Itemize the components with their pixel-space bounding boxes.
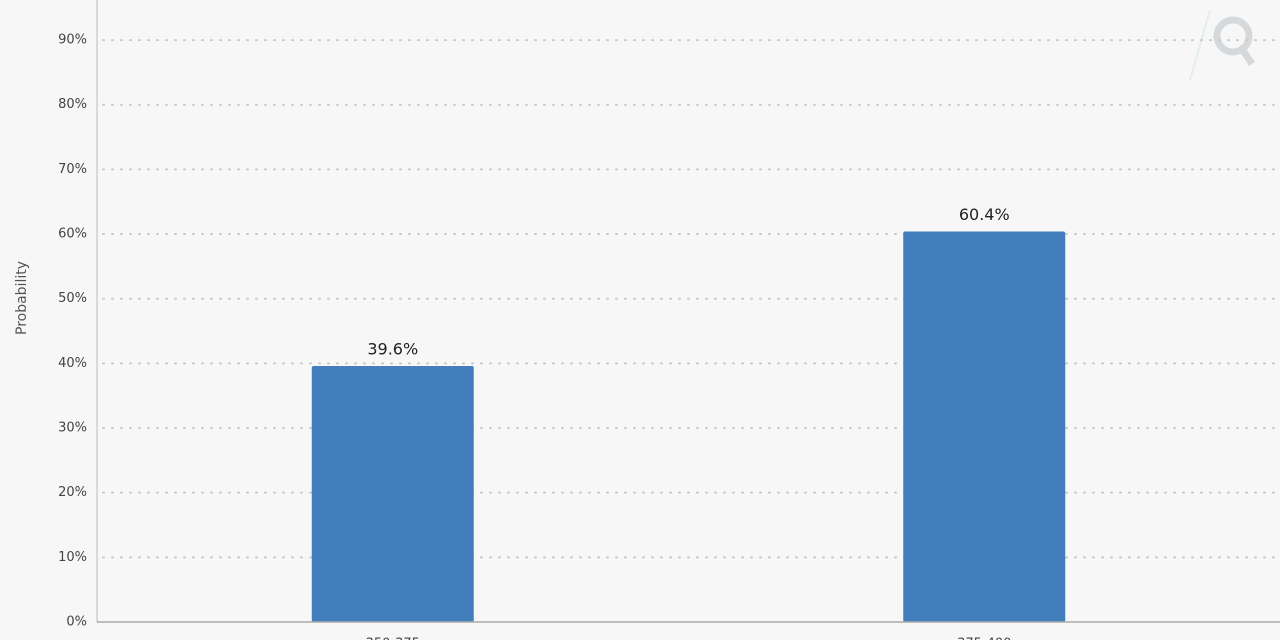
y-tick-label: 20% [58,485,87,500]
bar [903,231,1066,623]
y-tick-label: 30% [58,421,87,436]
y-tick-label: 80% [58,97,87,112]
y-tick-label: 40% [58,356,87,371]
y-tick-label: 70% [58,162,87,177]
data-label: 60.4% [959,205,1010,224]
y-tick-label: 10% [58,550,87,565]
x-tick-label: 375-400 [957,637,1011,640]
watermark-logo [1189,9,1255,81]
data-label: 39.6% [367,339,418,358]
y-axis-label: Probability [14,261,30,335]
y-tick-label: 50% [58,291,87,306]
y-tick-label: 60% [58,227,87,242]
bar [311,365,474,622]
x-tick-label: 350-375 [366,637,420,640]
y-tick-label: 90% [58,33,87,48]
y-tick-label: 0% [66,615,87,630]
